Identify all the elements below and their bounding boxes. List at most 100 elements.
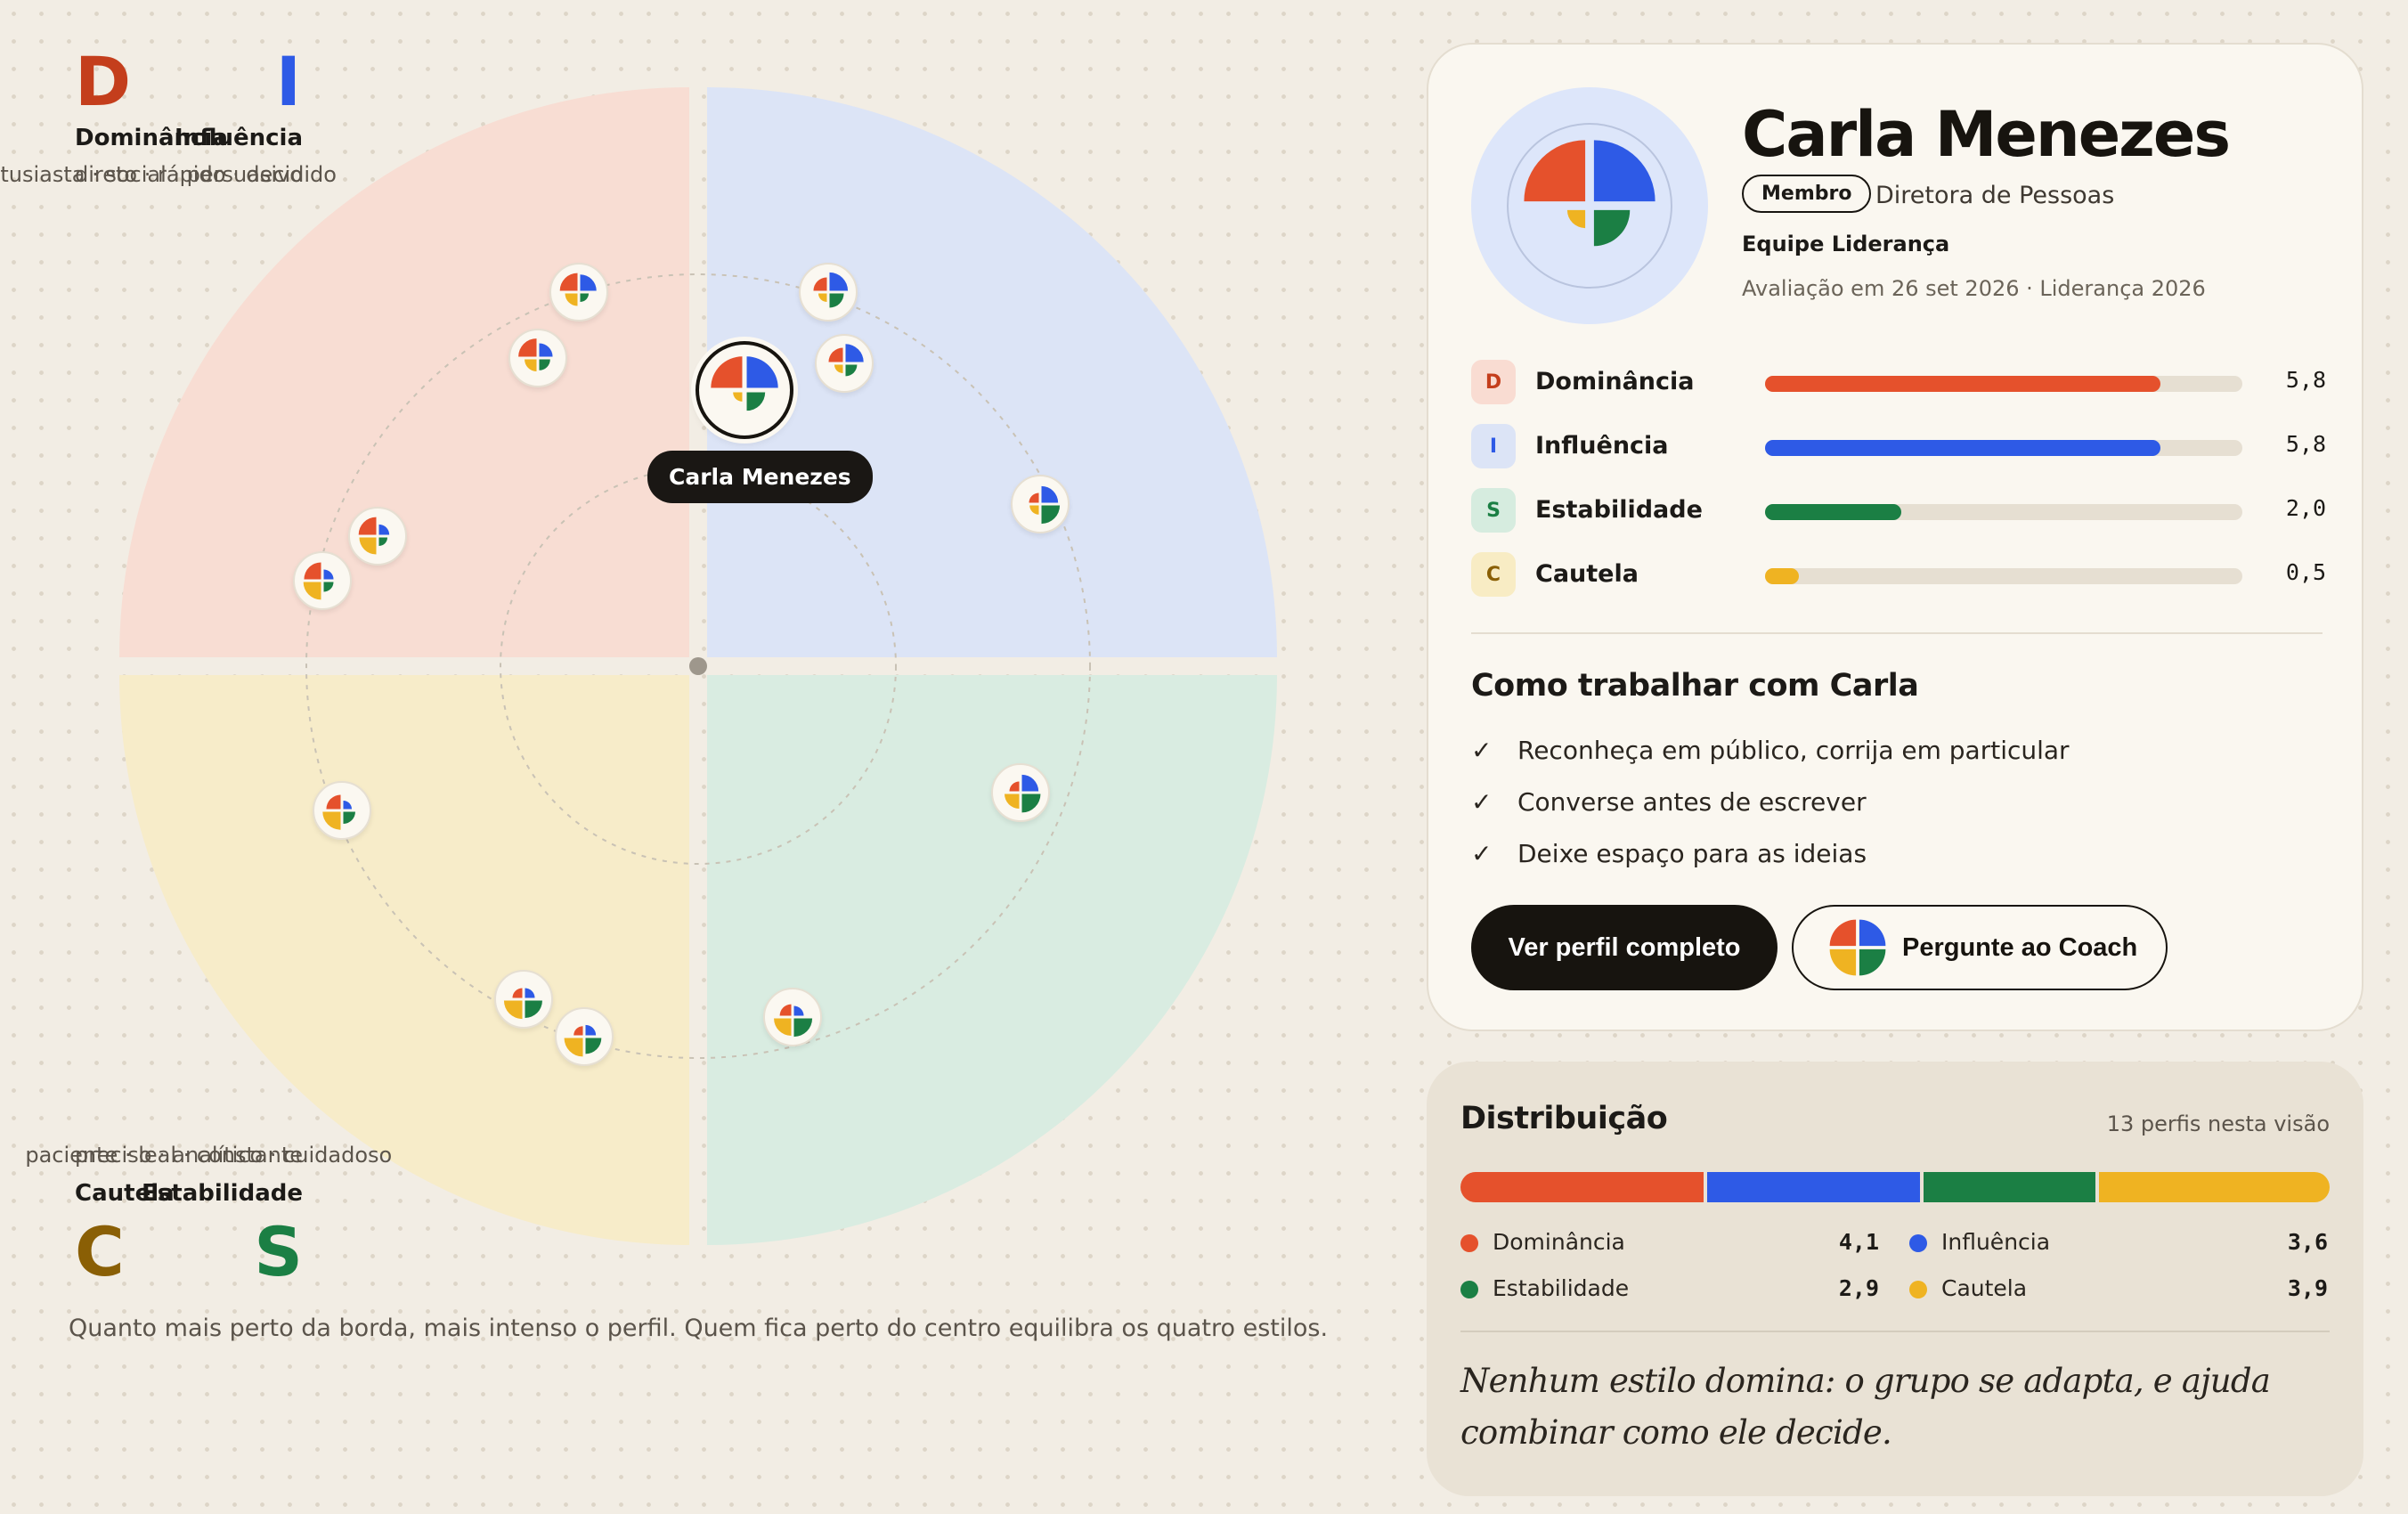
glyph-wedge-influence bbox=[1859, 919, 1886, 947]
glyph-wedge-influence bbox=[829, 272, 849, 291]
legend-label: Estabilidade bbox=[1493, 1275, 1630, 1301]
legend-item-conscientiousness: Cautela 3,9 bbox=[1909, 1274, 2328, 1304]
glyph-wedge-dominance bbox=[1829, 919, 1857, 947]
legend-value: 2,9 bbox=[1838, 1275, 1879, 1301]
profile-marker[interactable] bbox=[313, 781, 371, 840]
glyph-wedge-conscientiousness bbox=[303, 582, 321, 600]
disc-profile-icon bbox=[774, 1004, 813, 1038]
profile-marker[interactable] bbox=[1011, 475, 1070, 533]
disc-wheel bbox=[119, 87, 1277, 1245]
legend-dot bbox=[1460, 1281, 1478, 1298]
glyph-wedge-dominance bbox=[326, 794, 341, 810]
profile-marker[interactable] bbox=[799, 263, 858, 322]
score-label: Influência bbox=[1535, 432, 1669, 460]
profile-name: Carla Menezes bbox=[1742, 98, 2231, 171]
glyph-wedge-conscientiousness bbox=[1566, 209, 1586, 229]
score-value: 2,0 bbox=[2285, 495, 2326, 521]
tip-text: Deixe espaço para as ideias bbox=[1517, 839, 1867, 868]
disc-profile-icon bbox=[813, 272, 849, 308]
score-label: Dominância bbox=[1535, 368, 1695, 395]
profile-marker[interactable] bbox=[549, 263, 608, 322]
score-bar-fill bbox=[1765, 376, 2161, 392]
quadrant-dominance bbox=[119, 87, 689, 657]
distribution-insight: Nenhum estilo domina: o grupo se adapta,… bbox=[1460, 1362, 2271, 1452]
glyph-wedge-dominance bbox=[559, 273, 578, 291]
check-icon: ✓ bbox=[1471, 736, 1493, 765]
glyph-wedge-dominance bbox=[1029, 492, 1039, 503]
legend-item-influence: Influência 3,6 bbox=[1909, 1227, 2328, 1258]
profile-team: Equipe Liderança bbox=[1742, 232, 1950, 256]
glyph-wedge-conscientiousness bbox=[818, 293, 827, 303]
distribution-segment-conscientiousness bbox=[2098, 1172, 2330, 1202]
score-bar-track bbox=[1765, 440, 2242, 456]
ring-outer bbox=[305, 273, 1091, 1059]
distribution-count: 13 perfis nesta visão bbox=[2106, 1111, 2330, 1136]
glyph-wedge-steadiness bbox=[829, 293, 844, 308]
check-icon: ✓ bbox=[1471, 787, 1493, 817]
coach-icon bbox=[1829, 919, 1886, 976]
tip-text: Converse antes de escrever bbox=[1517, 787, 1867, 817]
corner-title-influence: Influência bbox=[175, 125, 303, 151]
ask-coach-button[interactable]: Pergunte ao Coach bbox=[1792, 905, 2168, 990]
corner-traits-dominance: direto · rápido · decidido bbox=[75, 162, 337, 187]
score-row-conscientiousness: C Cautela 0,5 bbox=[1471, 552, 2326, 597]
glyph-wedge-influence bbox=[343, 800, 353, 810]
avatar bbox=[1471, 87, 1708, 324]
glyph-wedge-steadiness bbox=[378, 537, 388, 547]
glyph-wedge-dominance bbox=[813, 277, 827, 291]
glyph-wedge-steadiness bbox=[585, 1038, 602, 1054]
score-chip-dominance: D bbox=[1471, 360, 1516, 404]
glyph-wedge-conscientiousness bbox=[565, 293, 578, 306]
disc-profile-icon bbox=[828, 344, 864, 377]
glyph-wedge-influence bbox=[746, 356, 778, 388]
profile-card: Carla Menezes Membro Diretora de Pessoas… bbox=[1427, 43, 2363, 1031]
glyph-wedge-dominance bbox=[518, 338, 537, 357]
glyph-wedge-dominance bbox=[574, 1026, 583, 1036]
corner-title-steadiness: Estabilidade bbox=[142, 1180, 303, 1207]
glyph-wedge-conscientiousness bbox=[503, 1000, 523, 1020]
score-chip-influence: I bbox=[1471, 424, 1516, 468]
score-chip-steadiness: S bbox=[1471, 488, 1516, 533]
quadrant-steadiness bbox=[707, 675, 1277, 1245]
glyph-wedge-steadiness bbox=[323, 582, 334, 592]
legend-value: 3,6 bbox=[2287, 1229, 2328, 1255]
card-divider bbox=[1471, 632, 2323, 634]
ask-coach-label: Pergunte ao Coach bbox=[1902, 932, 2138, 962]
profile-marker[interactable] bbox=[555, 1007, 614, 1066]
profile-marker[interactable] bbox=[293, 551, 352, 610]
glyph-wedge-steadiness bbox=[580, 293, 590, 303]
glyph-wedge-conscientiousness bbox=[525, 359, 537, 371]
profile-marker[interactable] bbox=[494, 970, 553, 1029]
profile-marker[interactable] bbox=[815, 334, 874, 393]
corner-letter-c: C bbox=[75, 1212, 125, 1291]
disc-profile-icon bbox=[1524, 140, 1656, 247]
profile-marker[interactable] bbox=[508, 329, 567, 387]
distribution-bar bbox=[1460, 1172, 2330, 1202]
profile-marker[interactable] bbox=[348, 507, 407, 566]
glyph-wedge-conscientiousness bbox=[359, 537, 377, 555]
assessment-info: Avaliação em 26 set 2026 · Liderança 202… bbox=[1742, 276, 2206, 301]
tip-text: Reconheça em público, corrija em particu… bbox=[1517, 736, 2070, 765]
glyph-wedge-influence bbox=[580, 274, 597, 291]
disc-profile-icon bbox=[358, 517, 390, 555]
legend-item-steadiness: Estabilidade 2,9 bbox=[1460, 1274, 1879, 1304]
corner-traits-conscientiousness: preciso · analítico · cuidadoso bbox=[75, 1143, 393, 1168]
glyph-wedge-conscientiousness bbox=[564, 1038, 583, 1057]
glyph-wedge-dominance bbox=[828, 347, 843, 362]
profile-marker[interactable] bbox=[991, 763, 1050, 822]
score-bar-track bbox=[1765, 568, 2242, 584]
corner-letter-d: D bbox=[75, 42, 132, 121]
score-value: 5,8 bbox=[2285, 367, 2326, 393]
distribution-segment-dominance bbox=[1460, 1172, 1704, 1202]
member-badge: Membro bbox=[1742, 175, 1872, 213]
selected-profile-marker[interactable] bbox=[696, 341, 793, 439]
glyph-wedge-conscientiousness bbox=[1829, 948, 1857, 976]
profile-role: Diretora de Pessoas bbox=[1875, 182, 2115, 209]
corner-letter-s: S bbox=[254, 1212, 303, 1291]
distribution-title: Distribuição bbox=[1460, 1101, 1668, 1136]
profile-marker[interactable] bbox=[763, 988, 822, 1046]
glyph-wedge-steadiness bbox=[539, 359, 550, 370]
legend-label: Influência bbox=[1941, 1229, 2051, 1255]
score-row-steadiness: S Estabilidade 2,0 bbox=[1471, 488, 2326, 533]
view-full-profile-button[interactable]: Ver perfil completo bbox=[1471, 905, 1778, 990]
